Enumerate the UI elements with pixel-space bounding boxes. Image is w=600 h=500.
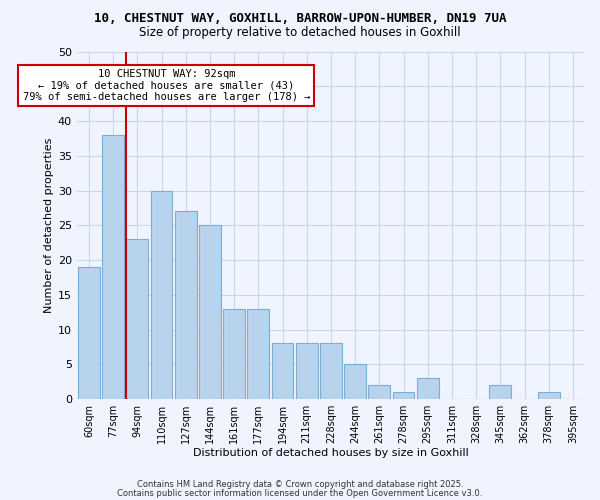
Bar	[538, 392, 560, 399]
Bar	[102, 135, 124, 399]
Bar	[127, 239, 148, 399]
Bar	[199, 226, 221, 399]
Text: Contains HM Land Registry data © Crown copyright and database right 2025.: Contains HM Land Registry data © Crown c…	[137, 480, 463, 489]
Bar	[223, 308, 245, 399]
Text: 10, CHESTNUT WAY, GOXHILL, BARROW-UPON-HUMBER, DN19 7UA: 10, CHESTNUT WAY, GOXHILL, BARROW-UPON-H…	[94, 12, 506, 26]
Text: 10 CHESTNUT WAY: 92sqm
← 19% of detached houses are smaller (43)
79% of semi-det: 10 CHESTNUT WAY: 92sqm ← 19% of detached…	[23, 69, 310, 102]
Bar	[296, 344, 317, 399]
Bar	[272, 344, 293, 399]
Bar	[175, 212, 197, 399]
Bar	[392, 392, 415, 399]
Y-axis label: Number of detached properties: Number of detached properties	[44, 138, 53, 313]
Bar	[344, 364, 366, 399]
Text: Size of property relative to detached houses in Goxhill: Size of property relative to detached ho…	[139, 26, 461, 39]
Bar	[490, 385, 511, 399]
Bar	[320, 344, 342, 399]
Bar	[368, 385, 390, 399]
Text: Contains public sector information licensed under the Open Government Licence v3: Contains public sector information licen…	[118, 488, 482, 498]
Bar	[78, 267, 100, 399]
X-axis label: Distribution of detached houses by size in Goxhill: Distribution of detached houses by size …	[193, 448, 469, 458]
Bar	[417, 378, 439, 399]
Bar	[247, 308, 269, 399]
Bar	[151, 190, 172, 399]
